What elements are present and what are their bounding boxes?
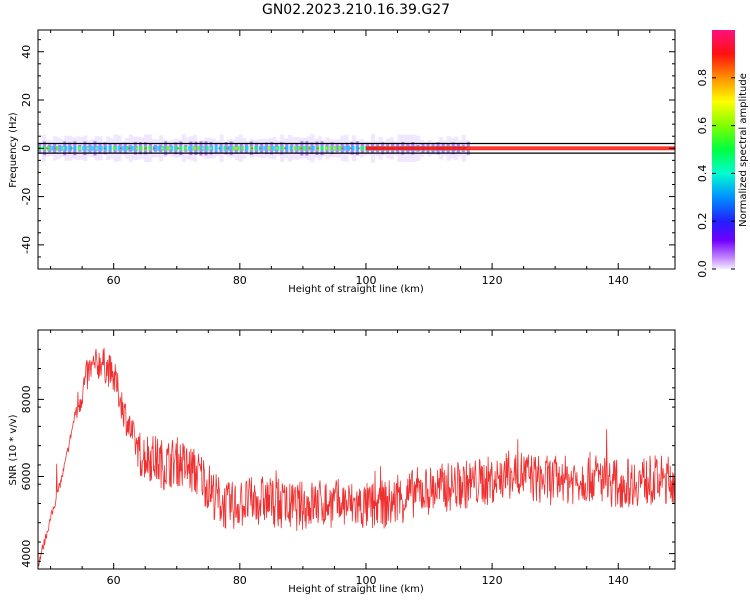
x-tick-label: 120 [482, 274, 503, 287]
y-tick-label: 40 [20, 45, 33, 59]
spectrogram-x-axis-label: Height of straight line (km) [288, 284, 424, 295]
y-tick-label: 20 [20, 93, 33, 107]
colorbar-tick-label: 0.8 [696, 69, 709, 87]
colorbar-ticks: 0.0 0.2 0.4 0.6 0.8 [696, 69, 735, 278]
snr-panel: 60 80 100 120 140 4000 6000 8000 Height of stra… [8, 329, 676, 595]
x-tick-label: 140 [608, 574, 629, 587]
spectrogram-heatmap [38, 133, 675, 163]
x-tick-label: 100 [355, 274, 376, 287]
colorbar-tick-label: 0.2 [696, 212, 709, 230]
x-tick-label: 60 [107, 274, 121, 287]
colorbar-tick-label: 0.4 [696, 165, 709, 183]
chart-title: GN02.2023.210.16.39.G27 [261, 2, 451, 18]
snr-frame [37, 329, 676, 570]
colorbar-tick-label: 0.0 [696, 260, 709, 278]
colorbar-label: Normalized spectral amplitude [738, 73, 749, 227]
spectrogram-panel: 60 80 100 120 140 40 20 0 -20 -40 Height of strai… [8, 29, 676, 295]
y-tick-label: 0 [20, 145, 33, 152]
colorbar-tick-label: 0.6 [696, 117, 709, 135]
spectrogram-y-axis-label: Frequency (Hz) [8, 112, 19, 188]
y-tick-label: -20 [20, 188, 33, 206]
spectrogram-frame [37, 29, 676, 270]
colorbar-gradient [712, 30, 735, 269]
x-tick-label: 100 [355, 574, 376, 587]
snr-x-axis-label: Height of straight line (km) [288, 584, 424, 595]
y-tick-label: 4000 [20, 540, 33, 568]
snr-axes: 60 80 100 120 140 4000 6000 8000 [20, 329, 675, 587]
x-tick-label: 80 [233, 274, 247, 287]
spectrogram-axes: 60 80 100 120 140 40 20 0 -20 -40 [20, 30, 675, 287]
snr-series-line [38, 347, 675, 567]
x-tick-label: 80 [233, 574, 247, 587]
y-tick-label: 8000 [20, 385, 33, 413]
x-tick-label: 60 [107, 574, 121, 587]
snr-y-axis-label: SNR (10 * v/v) [8, 414, 19, 485]
x-tick-label: 140 [608, 274, 629, 287]
colorbar: 0.0 0.2 0.4 0.6 0.8 Normalized spectral ampl… [696, 30, 749, 278]
y-tick-label: -40 [20, 236, 33, 254]
y-tick-label: 6000 [20, 462, 33, 490]
x-tick-label: 120 [482, 574, 503, 587]
